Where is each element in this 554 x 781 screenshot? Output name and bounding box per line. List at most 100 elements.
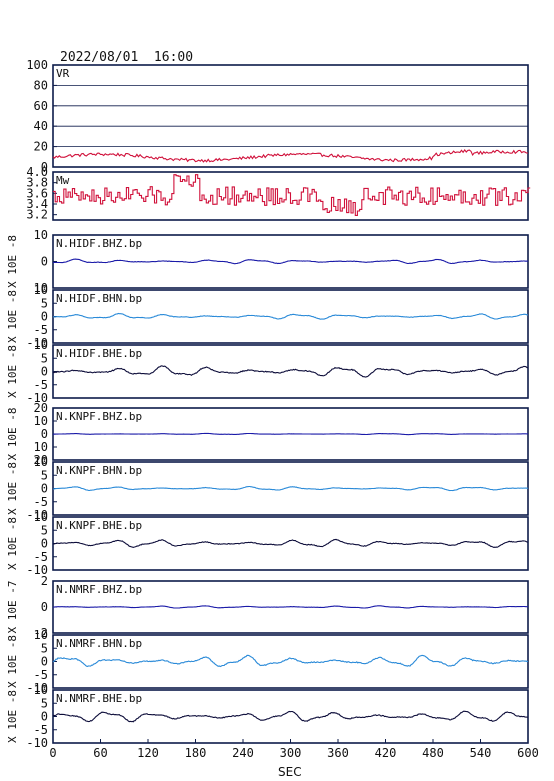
y-axis-label: X 10E -8: [6, 517, 19, 570]
y-tick-label: 0: [41, 427, 48, 441]
y-tick-label: 20: [34, 140, 48, 154]
series-label: N.HIDF.BHZ.bp: [56, 237, 142, 250]
y-tick-label: 3.4: [26, 197, 48, 211]
y-tick-label: -2: [34, 626, 48, 640]
series-line-nmrf-bhn: [52, 654, 529, 668]
y-axis-label: X 10E -8: [6, 408, 19, 461]
panel-knpf-bhe: [52, 516, 529, 571]
y-axis-label: X 10E -8: [6, 345, 19, 398]
series-line-nmrf-bhe: [52, 710, 529, 723]
panel-nmrf-bhn: [52, 634, 529, 689]
series-line-knpf-bhz: [53, 432, 529, 436]
series-line-mw: [53, 174, 531, 216]
series-label: N.KNPF.BHN.bp: [56, 464, 142, 477]
y-tick-label: -5: [34, 668, 48, 682]
y-tick-label: 0: [41, 537, 48, 551]
y-tick-label: 5: [41, 296, 48, 310]
y-tick-label: 3.8: [26, 176, 48, 190]
y-tick-label: 5: [41, 696, 48, 710]
y-tick-label: 10: [34, 440, 48, 454]
y-tick-label: -10: [26, 563, 48, 577]
series-label: VR: [56, 67, 70, 80]
series-label: Mw: [56, 174, 70, 187]
y-tick-label: 0: [41, 365, 48, 379]
panel-hidf-bhe: [52, 344, 529, 399]
series-line-vr: [52, 148, 528, 163]
series-label: N.HIDF.BHN.bp: [56, 292, 142, 305]
y-tick-label: -5: [34, 723, 48, 737]
y-tick-label: 4.0: [26, 165, 48, 179]
y-tick-label: 2: [41, 574, 48, 588]
series-line-knpf-bhn: [52, 485, 529, 492]
y-tick-label: 3.2: [26, 208, 48, 222]
x-tick-label: 240: [232, 746, 254, 760]
y-tick-label: -10: [26, 681, 48, 695]
x-tick-label: 120: [137, 746, 159, 760]
y-tick-label: -5: [34, 323, 48, 337]
y-tick-label: -5: [34, 495, 48, 509]
x-tick-label: 360: [327, 746, 349, 760]
series-line-knpf-bhe: [53, 538, 529, 548]
y-tick-label: 3.6: [26, 186, 48, 200]
y-tick-label: 60: [34, 99, 48, 113]
chart-title-datetime: 2022/08/01 16:00: [60, 50, 194, 65]
y-tick-label: 5: [41, 351, 48, 365]
y-tick-label: 0: [41, 655, 48, 669]
y-tick-label: 80: [34, 78, 48, 92]
y-tick-label: 10: [34, 683, 48, 697]
series-line-hidf-bhn: [52, 312, 528, 320]
panel-hidf-bhz: [52, 234, 529, 289]
panel-knpf-bhz: [52, 407, 529, 461]
panel-frame: [52, 171, 529, 221]
x-tick-label: 480: [422, 746, 444, 760]
y-tick-label: 0: [41, 482, 48, 496]
panel-vr: [52, 64, 529, 168]
y-tick-label: 10: [34, 283, 48, 297]
panel-mw: [52, 171, 531, 221]
y-axis-label: X 10E -8: [6, 290, 19, 343]
series-label: N.NMRF.BHN.bp: [56, 637, 142, 650]
series-label: N.NMRF.BHE.bp: [56, 692, 142, 705]
y-tick-label: 20: [34, 453, 48, 467]
y-axis-label: X 10E -8: [6, 635, 19, 688]
y-tick-label: 20: [34, 401, 48, 415]
y-axis-label: X 10E -8: [6, 462, 19, 515]
y-tick-label: -5: [34, 378, 48, 392]
y-axis-label: X 10E -8: [6, 690, 19, 743]
y-tick-label: 5: [41, 523, 48, 537]
x-axis-label: SEC: [278, 765, 302, 779]
y-tick-label: 10: [34, 228, 48, 242]
y-tick-label: 5: [41, 641, 48, 655]
y-tick-label: 0: [41, 600, 48, 614]
y-axis-label: X 10E -7: [6, 581, 19, 634]
x-tick-label: 180: [185, 746, 207, 760]
y-tick-label: -10: [26, 336, 48, 350]
y-tick-label: 0: [41, 160, 48, 174]
series-line-hidf-bhz: [52, 258, 529, 265]
y-tick-label: 10: [34, 455, 48, 469]
y-tick-label: 10: [34, 414, 48, 428]
y-tick-label: -10: [26, 736, 48, 750]
x-tick-label: 300: [280, 746, 302, 760]
y-tick-label: 10: [34, 281, 48, 295]
y-tick-label: -10: [26, 508, 48, 522]
y-axis-label: X 10E -8: [6, 235, 19, 288]
y-tick-label: -10: [26, 391, 48, 405]
panel-nmrf-bhz: [52, 580, 529, 634]
y-tick-label: 40: [34, 119, 48, 133]
series-label: N.KNPF.BHE.bp: [56, 519, 142, 532]
x-tick-label: 540: [470, 746, 492, 760]
y-tick-label: 5: [41, 468, 48, 482]
y-tick-label: 10: [34, 338, 48, 352]
y-tick-label: 10: [34, 628, 48, 642]
y-tick-label: 0: [41, 255, 48, 269]
y-tick-label: 0: [41, 710, 48, 724]
panel-knpf-bhn: [52, 461, 529, 516]
y-tick-label: 10: [34, 510, 48, 524]
series-line-hidf-bhe: [52, 365, 529, 378]
series-label: N.NMRF.BHZ.bp: [56, 583, 142, 596]
x-tick-label: 420: [375, 746, 397, 760]
y-tick-label: 100: [26, 58, 48, 72]
y-tick-label: 0: [41, 310, 48, 324]
